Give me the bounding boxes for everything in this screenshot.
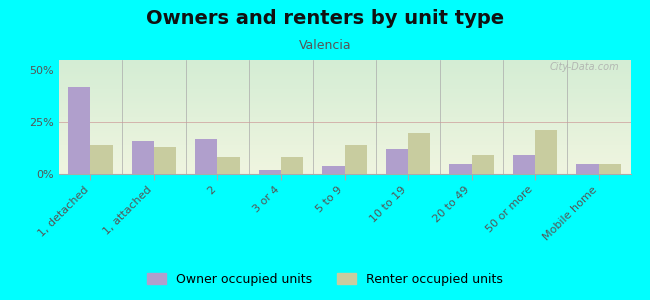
Bar bbox=[535, 130, 558, 174]
Bar bbox=[131, 141, 154, 174]
Bar bbox=[90, 145, 112, 174]
Bar bbox=[281, 158, 303, 174]
Bar bbox=[577, 164, 599, 174]
Bar bbox=[472, 155, 494, 174]
Bar bbox=[449, 164, 472, 174]
Bar bbox=[513, 155, 535, 174]
Bar bbox=[599, 164, 621, 174]
Bar bbox=[344, 145, 367, 174]
Legend: Owner occupied units, Renter occupied units: Owner occupied units, Renter occupied un… bbox=[142, 268, 508, 291]
Text: Owners and renters by unit type: Owners and renters by unit type bbox=[146, 9, 504, 28]
Bar bbox=[386, 149, 408, 174]
Bar bbox=[217, 158, 240, 174]
Bar bbox=[68, 87, 90, 174]
Bar bbox=[259, 170, 281, 174]
Bar bbox=[195, 139, 217, 174]
Bar bbox=[154, 147, 176, 174]
Bar bbox=[408, 133, 430, 174]
Text: Valencia: Valencia bbox=[299, 39, 351, 52]
Bar bbox=[322, 166, 344, 174]
Text: City-Data.com: City-Data.com bbox=[549, 62, 619, 72]
